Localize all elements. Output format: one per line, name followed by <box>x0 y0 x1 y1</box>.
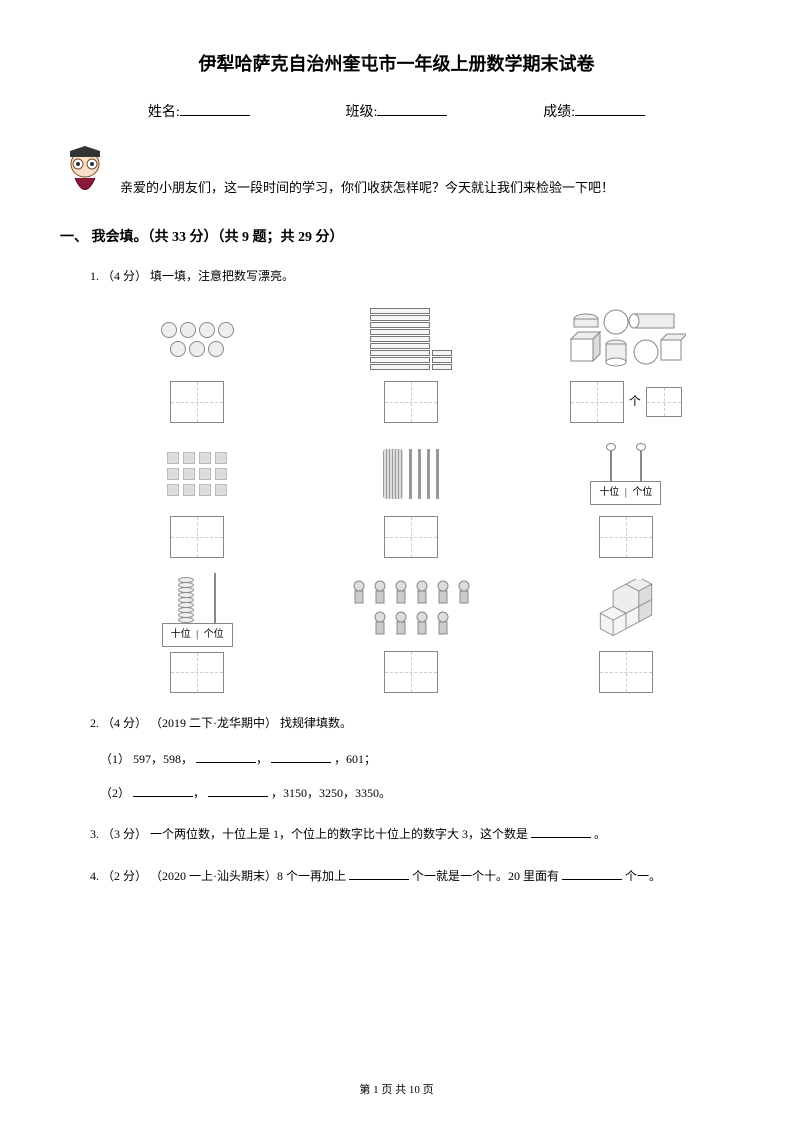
answer-box[interactable] <box>384 516 438 558</box>
answer-box-small[interactable] <box>646 387 682 417</box>
abacus-beads-illustration: 十位 | 个位 <box>110 573 284 647</box>
figure-abacus-beads: 十位 | 个位 <box>110 573 284 693</box>
intro-row: 亲爱的小朋友们，这一段时间的学习，你们收获怎样呢？今天就让我们来检验一下吧！ <box>60 146 733 201</box>
abacus-empty-illustration: 十位 | 个位 <box>539 438 713 511</box>
figure-blocks <box>324 303 498 423</box>
abacus-label-tens: 十位 <box>599 487 619 498</box>
q2-sub2: （2） ， ，3150，3250，3350。 <box>90 783 733 805</box>
score-blank[interactable] <box>575 102 645 116</box>
question-4: 4. （2 分） （2020 一上·汕头期末）8 个一再加上 个一就是一个十。2… <box>60 866 733 888</box>
q2-text: 2. （4 分） （2019 二下·龙华期中） 找规律填数。 <box>90 713 733 735</box>
q2-sub1: （1） 597，598， ， ，601； <box>90 749 733 771</box>
name-blank[interactable] <box>180 102 250 116</box>
figure-abacus-empty: 十位 | 个位 <box>539 438 713 558</box>
section-number: 一、 <box>60 230 88 245</box>
answer-box[interactable] <box>599 651 653 693</box>
answer-box[interactable] <box>170 652 224 693</box>
abacus-label-tens: 十位 <box>171 629 191 640</box>
blank[interactable] <box>531 837 591 838</box>
score-field: 成绩: <box>543 101 645 121</box>
answer-box[interactable] <box>384 381 438 423</box>
blank[interactable] <box>349 879 409 880</box>
page-title: 伊犁哈萨克自治州奎屯市一年级上册数学期末试卷 <box>60 50 733 76</box>
question-1: 1. （4 分） 填一填，注意把数写漂亮。 <box>60 266 733 693</box>
figure-cubes <box>539 573 713 693</box>
page-footer: 第 1 页 共 10 页 <box>0 1081 793 1097</box>
question-3: 3. （3 分） 一个两位数，十位上是 1，个位上的数字比十位上的数字大 3，这… <box>60 824 733 846</box>
q3-pre: 3. （3 分） 一个两位数，十位上是 1，个位上的数字比十位上的数字大 3，这… <box>90 827 528 841</box>
class-blank[interactable] <box>377 102 447 116</box>
q3-post: 。 <box>594 827 606 841</box>
blank[interactable] <box>208 796 268 797</box>
figure-dots <box>110 438 284 558</box>
blocks-illustration <box>324 303 498 376</box>
answer-box[interactable] <box>599 516 653 558</box>
figure-sticks <box>324 438 498 558</box>
q2-sub1-post: ，601； <box>334 752 376 766</box>
intro-text: 亲爱的小朋友们，这一段时间的学习，你们收获怎样呢？今天就让我们来检验一下吧！ <box>120 177 614 201</box>
answer-box[interactable] <box>570 381 624 423</box>
pair-label: 个 <box>629 391 641 413</box>
q2-sub2-pre: （2） <box>100 786 133 800</box>
gears-illustration <box>110 303 284 376</box>
score-label: 成绩: <box>543 101 575 121</box>
figure-children <box>324 573 498 693</box>
q1-figure-grid: 个 <box>90 303 733 693</box>
name-label: 姓名: <box>148 101 180 121</box>
blank[interactable] <box>271 762 331 763</box>
dots-illustration <box>110 438 284 511</box>
children-illustration <box>324 573 498 646</box>
class-field: 班级: <box>346 101 448 121</box>
q2-sub1-pre: （1） 597，598， <box>100 752 193 766</box>
question-2: 2. （4 分） （2019 二下·龙华期中） 找规律填数。 （1） 597，5… <box>60 713 733 805</box>
section-title: 我会填。（共 33 分）（共 9 题；共 29 分） <box>92 230 344 245</box>
answer-box[interactable] <box>384 651 438 693</box>
shapes-illustration <box>539 303 713 376</box>
mascot-icon <box>60 146 110 201</box>
abacus-label-ones: 个位 <box>204 629 224 640</box>
q4-mid: 个一就是一个十。20 里面有 <box>412 869 559 883</box>
q4-pre: 4. （2 分） （2020 一上·汕头期末）8 个一再加上 <box>90 869 346 883</box>
name-field: 姓名: <box>148 101 250 121</box>
q2-sub2-post: ，3150，3250，3350。 <box>271 786 391 800</box>
blank[interactable] <box>133 796 193 797</box>
answer-pair: 个 <box>570 381 682 423</box>
abacus-label-ones: 个位 <box>632 487 652 498</box>
answer-box[interactable] <box>170 516 224 558</box>
blank[interactable] <box>562 879 622 880</box>
blank[interactable] <box>196 762 256 763</box>
sticks-illustration <box>324 438 498 511</box>
figure-gears <box>110 303 284 423</box>
cubes-illustration <box>539 573 713 646</box>
q4-post: 个一。 <box>625 869 661 883</box>
answer-box[interactable] <box>170 381 224 423</box>
q1-text: 1. （4 分） 填一填，注意把数写漂亮。 <box>90 266 733 288</box>
section-heading: 一、 我会填。（共 33 分）（共 9 题；共 29 分） <box>60 226 733 246</box>
figure-3d-shapes: 个 <box>539 303 713 423</box>
student-info-line: 姓名: 班级: 成绩: <box>60 101 733 121</box>
class-label: 班级: <box>346 101 378 121</box>
